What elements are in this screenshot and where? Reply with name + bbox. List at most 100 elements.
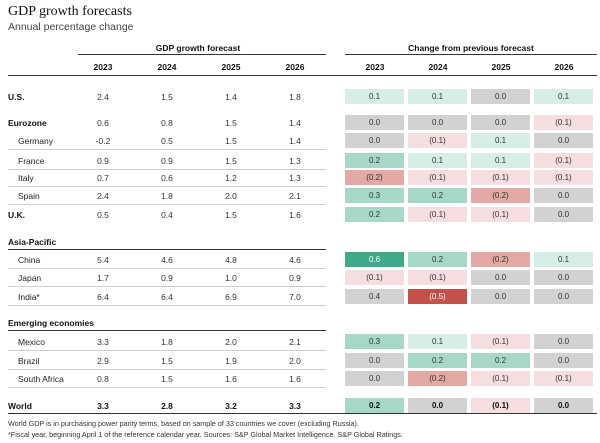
change-value-japan-2023: (0.1) bbox=[345, 270, 404, 285]
row-label-u-k: U.K. bbox=[8, 210, 25, 220]
gdp-value-india-2026: 7.0 bbox=[289, 292, 301, 302]
header-change-2023: 2023 bbox=[365, 62, 385, 72]
gdp-value-u-k-2026: 1.6 bbox=[289, 210, 301, 220]
group-header-gdp-forecast: GDP growth forecast bbox=[155, 43, 241, 53]
gdp-value-india-2025: 6.9 bbox=[225, 292, 237, 302]
gdp-value-u-s-2026: 1.8 bbox=[289, 92, 301, 102]
gdp-value-eurozone-2024: 0.8 bbox=[161, 118, 173, 128]
header-gdp-2024: 2024 bbox=[157, 62, 177, 72]
change-value-india-2023: 0.4 bbox=[345, 289, 404, 304]
change-value-brazil-2023: 0.0 bbox=[345, 353, 404, 368]
change-value-world-2023: 0.2 bbox=[345, 398, 404, 413]
gdp-value-u-s-2025: 1.4 bbox=[225, 92, 237, 102]
change-value-spain-2026: 0.0 bbox=[534, 188, 593, 203]
change-value-mexico-2024: 0.1 bbox=[408, 334, 467, 349]
change-value-eurozone-2026: (0.1) bbox=[534, 115, 593, 130]
change-value-germany-2024: (0.1) bbox=[408, 133, 467, 148]
row-rule bbox=[8, 186, 326, 187]
header-gdp-2025: 2025 bbox=[221, 62, 241, 72]
row-label-emerging-economies: Emerging economies bbox=[8, 318, 94, 328]
change-value-germany-2025: 0.1 bbox=[471, 133, 530, 148]
change-value-china-2024: 0.2 bbox=[408, 252, 467, 267]
footnote-2: *Fiscal year, beginning April 1 of the r… bbox=[8, 430, 403, 439]
change-value-u-k-2025: (0.1) bbox=[471, 207, 530, 222]
change-value-u-s-2026: 0.1 bbox=[534, 89, 593, 104]
gdp-value-india-2023: 6.4 bbox=[97, 292, 109, 302]
gdp-value-u-k-2024: 0.4 bbox=[161, 210, 173, 220]
gdp-value-japan-2023: 1.7 bbox=[97, 273, 109, 283]
footnote-1: World GDP is in purchasing power parity … bbox=[8, 419, 359, 428]
gdp-value-china-2024: 4.6 bbox=[161, 255, 173, 265]
gdp-value-brazil-2023: 2.9 bbox=[97, 356, 109, 366]
change-value-south-africa-2024: (0.2) bbox=[408, 371, 467, 386]
gdp-value-south-africa-2026: 1.6 bbox=[289, 374, 301, 384]
change-value-india-2025: 0.0 bbox=[471, 289, 530, 304]
row-label-china: China bbox=[18, 255, 41, 265]
change-value-brazil-2025: 0.2 bbox=[471, 353, 530, 368]
gdp-value-eurozone-2026: 1.4 bbox=[289, 118, 301, 128]
change-value-italy-2026: (0.1) bbox=[534, 170, 593, 185]
row-label-japan: Japan bbox=[18, 273, 42, 283]
row-label-italy: Italy bbox=[18, 173, 34, 183]
change-value-eurozone-2023: 0.0 bbox=[345, 115, 404, 130]
gdp-value-eurozone-2023: 0.6 bbox=[97, 118, 109, 128]
row-label-mexico: Mexico bbox=[18, 337, 45, 347]
row-rule bbox=[8, 169, 326, 170]
gdp-value-france-2026: 1.3 bbox=[289, 156, 301, 166]
row-rule bbox=[8, 305, 326, 306]
change-value-germany-2023: 0.0 bbox=[345, 133, 404, 148]
gdp-value-u-k-2025: 1.5 bbox=[225, 210, 237, 220]
change-value-italy-2023: (0.2) bbox=[345, 170, 404, 185]
gdp-value-italy-2026: 1.3 bbox=[289, 173, 301, 183]
change-value-china-2023: 0.6 bbox=[345, 252, 404, 267]
change-value-world-2024: 0.0 bbox=[408, 398, 467, 413]
header-gdp-2023: 2023 bbox=[93, 62, 113, 72]
change-value-spain-2025: (0.2) bbox=[471, 188, 530, 203]
gdp-value-mexico-2025: 2.0 bbox=[225, 337, 237, 347]
gdp-value-germany-2023: -0.2 bbox=[95, 136, 111, 146]
section-rule bbox=[8, 330, 326, 331]
row-label-eurozone: Eurozone bbox=[8, 118, 47, 128]
row-rule bbox=[8, 350, 326, 351]
gdp-value-germany-2025: 1.5 bbox=[225, 136, 237, 146]
gdp-value-italy-2023: 0.7 bbox=[97, 173, 109, 183]
row-label-u-s: U.S. bbox=[8, 92, 25, 102]
row-rule bbox=[8, 268, 326, 269]
change-value-u-k-2026: 0.0 bbox=[534, 207, 593, 222]
gdp-value-mexico-2023: 3.3 bbox=[97, 337, 109, 347]
change-value-italy-2024: (0.1) bbox=[408, 170, 467, 185]
title: GDP growth forecasts bbox=[8, 4, 132, 19]
change-value-france-2026: (0.1) bbox=[534, 153, 593, 168]
change-value-germany-2026: 0.0 bbox=[534, 133, 593, 148]
row-label-world: World bbox=[8, 401, 32, 411]
change-value-eurozone-2025: 0.0 bbox=[471, 115, 530, 130]
change-value-u-s-2024: 0.1 bbox=[408, 89, 467, 104]
row-rule bbox=[8, 369, 326, 370]
change-value-u-k-2023: 0.2 bbox=[345, 207, 404, 222]
row-rule bbox=[8, 149, 326, 150]
gdp-value-italy-2025: 1.2 bbox=[225, 173, 237, 183]
header-change-2025: 2025 bbox=[491, 62, 511, 72]
change-value-spain-2024: 0.2 bbox=[408, 188, 467, 203]
change-value-mexico-2026: 0.0 bbox=[534, 334, 593, 349]
gdp-value-south-africa-2024: 1.5 bbox=[161, 374, 173, 384]
change-value-japan-2024: (0.1) bbox=[408, 270, 467, 285]
change-value-world-2026: 0.0 bbox=[534, 398, 593, 413]
change-value-south-africa-2025: (0.1) bbox=[471, 371, 530, 386]
row-label-asia-pacific: Asia-Pacific bbox=[8, 237, 57, 247]
change-value-eurozone-2024: 0.0 bbox=[408, 115, 467, 130]
change-value-south-africa-2023: 0.0 bbox=[345, 371, 404, 386]
bottom-rule bbox=[8, 413, 597, 414]
group-rule-right bbox=[345, 54, 597, 55]
gdp-value-germany-2026: 1.4 bbox=[289, 136, 301, 146]
change-value-china-2026: 0.1 bbox=[534, 252, 593, 267]
header-rule bbox=[8, 75, 597, 76]
change-value-france-2025: 0.1 bbox=[471, 153, 530, 168]
group-rule-left bbox=[78, 54, 326, 55]
change-value-japan-2025: 0.0 bbox=[471, 270, 530, 285]
gdp-value-spain-2024: 1.8 bbox=[161, 191, 173, 201]
change-value-south-africa-2026: (0.1) bbox=[534, 371, 593, 386]
gdp-value-france-2023: 0.9 bbox=[97, 156, 109, 166]
gdp-value-spain-2025: 2.0 bbox=[225, 191, 237, 201]
change-value-u-k-2024: (0.1) bbox=[408, 207, 467, 222]
